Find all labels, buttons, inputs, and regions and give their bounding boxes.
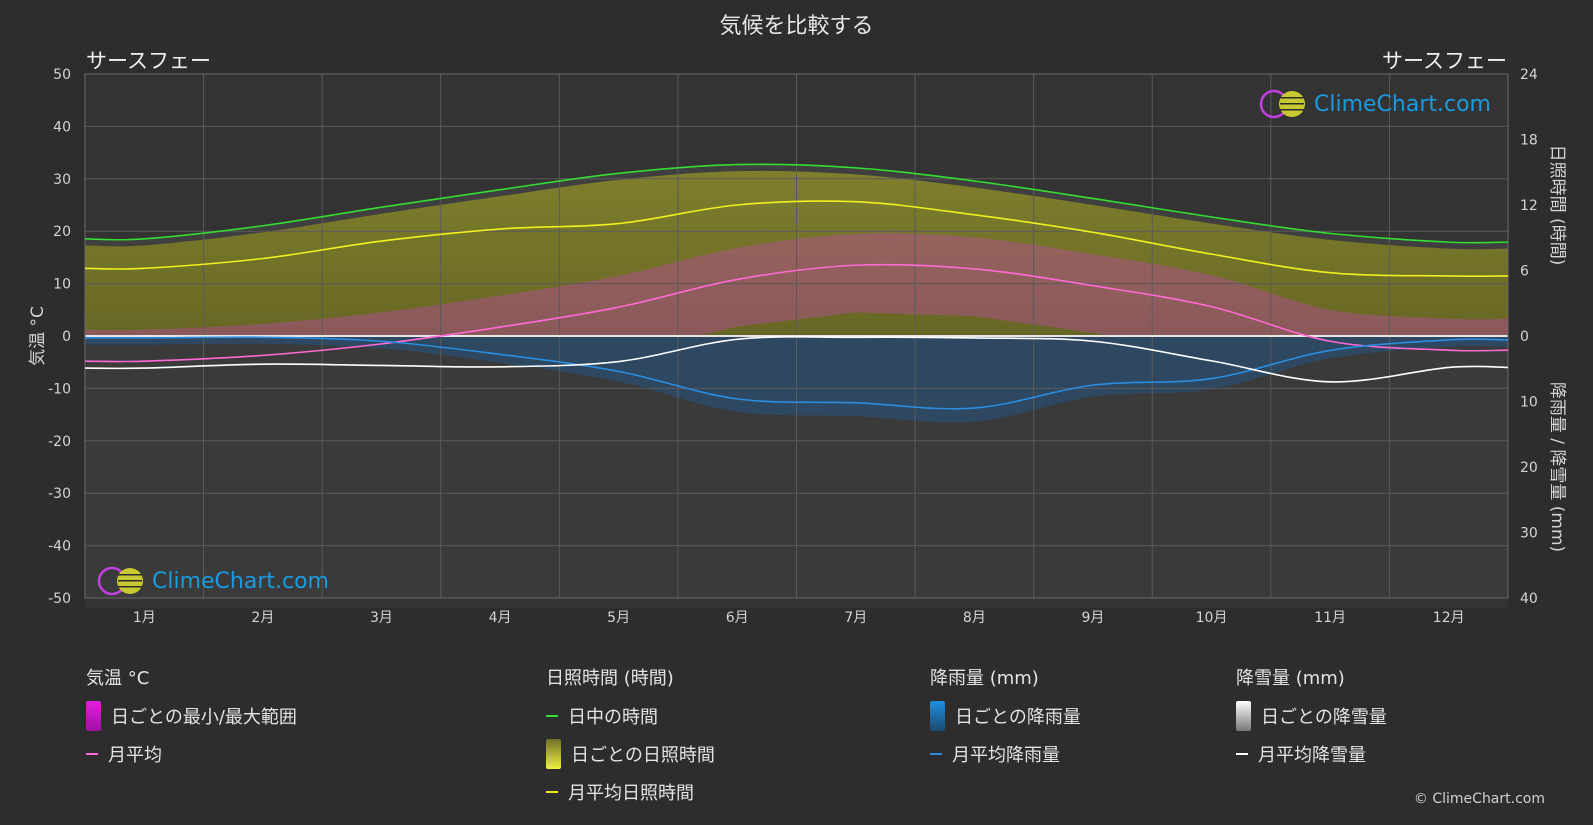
y-right-bottom-tick-label: 30 (1520, 526, 1538, 542)
copyright-text: © ClimeChart.com (1413, 791, 1545, 807)
x-tick-label: 5月 (607, 610, 630, 626)
y-right-bottom-tick-label: 40 (1520, 591, 1538, 607)
legend-swatch (546, 791, 558, 793)
y-left-axis-title: 気温 °C (28, 306, 48, 366)
sunshine-avg-line (84, 200, 1509, 277)
legend-swatch (930, 701, 945, 731)
legend-group-rain: 降雨量 (mm) 日ごとの降雨量 月平均降雨量 (930, 664, 1081, 766)
legend-item: 月平均降雪量 (1236, 742, 1387, 766)
location-left-label: サースフェー (86, 49, 211, 73)
y-right-top-axis-title: 日照時間 (時間) (1547, 145, 1567, 266)
y-right-top-tick-label: 0 (1520, 329, 1529, 345)
legend-label: 日ごとの日照時間 (571, 745, 715, 766)
legend-header: 降雨量 (mm) (930, 668, 1039, 689)
y-left-tick-label: 40 (53, 119, 71, 135)
y-left-tick-label: 20 (53, 224, 71, 240)
x-tick-label: 10月 (1196, 610, 1228, 626)
location-right-label: サースフェー (1382, 49, 1507, 73)
x-tick-label: 7月 (844, 610, 867, 626)
y-right-bottom-tick-label: 10 (1520, 395, 1538, 411)
y-right-bottom-axis-title: 降雨量 / 降雪量 (mm) (1547, 382, 1567, 552)
x-tick-label: 6月 (726, 610, 749, 626)
legend-swatch (86, 753, 98, 755)
y-left-tick-label: 0 (62, 329, 71, 345)
y-left-tick-label: -10 (48, 381, 71, 397)
legend-group-sunshine: 日照時間 (時間) 日中の時間 日ごとの日照時間 月平均日照時間 (546, 664, 715, 804)
x-tick-label: 4月 (489, 610, 512, 626)
legend-label: 日中の時間 (568, 707, 658, 728)
x-tick-label: 12月 (1433, 610, 1465, 626)
y-left-tick-label: 10 (53, 277, 71, 293)
x-tick-label: 1月 (133, 610, 156, 626)
x-tick-label: 3月 (370, 610, 393, 626)
legend-swatch (86, 701, 101, 731)
x-tick-label: 8月 (963, 610, 986, 626)
legend-group-snow: 降雪量 (mm) 日ごとの降雪量 月平均降雪量 (1236, 664, 1387, 766)
y-left-tick-label: -20 (48, 434, 71, 450)
logo-text: ClimeChart.com (152, 568, 329, 594)
y-right-bottom-tick-label: 20 (1520, 460, 1538, 476)
legend-header: 日照時間 (時間) (546, 668, 674, 689)
legend-label: 月平均降雨量 (952, 745, 1060, 766)
logo-top: ClimeChart.com (1258, 88, 1491, 120)
legend-item: 日中の時間 (546, 704, 715, 728)
temperature-avg-line (84, 263, 1509, 363)
legend-label: 月平均 (108, 745, 162, 766)
y-right-top-tick-label: 12 (1520, 198, 1538, 214)
legend-label: 日ごとの最小/最大範囲 (111, 707, 297, 728)
legend-item: 月平均降雨量 (930, 742, 1081, 766)
legend-label: 日ごとの降雪量 (1261, 707, 1387, 728)
snow-avg-line (84, 336, 1509, 383)
legend-header: 気温 °C (86, 668, 150, 689)
legend-swatch (546, 715, 558, 717)
logo-bottom: ClimeChart.com (96, 565, 329, 597)
chart-title: 気候を比較する (719, 14, 874, 39)
legend-item: 月平均 (86, 742, 297, 766)
legend-item: 日ごとの最小/最大範囲 (86, 701, 297, 731)
legend-swatch (1236, 753, 1248, 755)
plot-border (84, 73, 1509, 599)
legend-swatch (1236, 701, 1251, 731)
y-left-tick-label: 50 (53, 67, 71, 83)
legend-item: 日ごとの降雪量 (1236, 701, 1387, 731)
legend-label: 月平均日照時間 (568, 783, 694, 804)
legend-item: 日ごとの降雨量 (930, 701, 1081, 731)
y-left-tick-label: -30 (48, 486, 71, 502)
y-right-top-tick-label: 6 (1520, 264, 1529, 280)
y-right-top-tick-label: 24 (1520, 67, 1538, 83)
climechart-logo-icon (1259, 89, 1305, 119)
y-left-tick-label: -50 (48, 591, 71, 607)
daylight-line (84, 163, 1509, 244)
logo-text: ClimeChart.com (1314, 91, 1491, 117)
rain-avg-line (84, 336, 1509, 410)
climechart-logo-icon (97, 566, 143, 596)
legend-item: 月平均日照時間 (546, 780, 715, 804)
legend-header: 降雪量 (mm) (1236, 668, 1345, 689)
legend-label: 月平均降雪量 (1258, 745, 1366, 766)
x-tick-label: 11月 (1314, 610, 1346, 626)
legend-item: 日ごとの日照時間 (546, 739, 715, 769)
y-left-tick-label: 30 (53, 172, 71, 188)
x-tick-label: 2月 (251, 610, 274, 626)
legend-label: 日ごとの降雨量 (955, 707, 1081, 728)
legend-swatch (930, 753, 942, 755)
y-left-tick-label: -40 (48, 539, 71, 555)
y-right-top-tick-label: 18 (1520, 133, 1538, 149)
legend-group-temperature: 気温 °C 日ごとの最小/最大範囲 月平均 (86, 664, 297, 766)
legend-swatch (546, 739, 561, 769)
climate-chart: 50 40 30 20 10 0 -10 -20 -30 -40 -50 24 18 12 6 0 10 20 30… (28, 67, 1567, 626)
x-tick-label: 9月 (1081, 610, 1104, 626)
